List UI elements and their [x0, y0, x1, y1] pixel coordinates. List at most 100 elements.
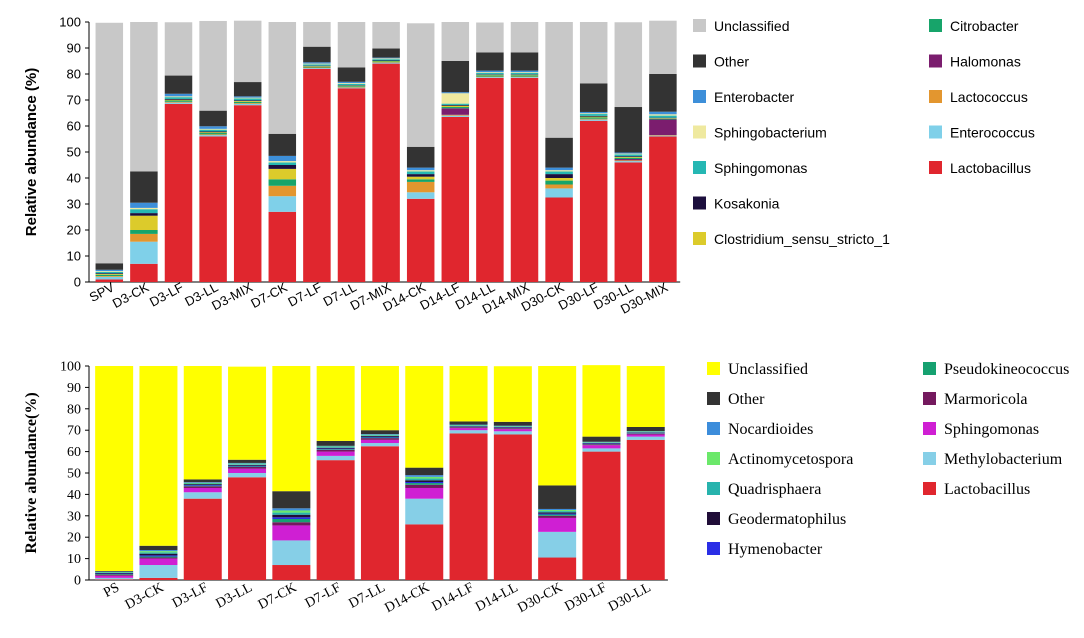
bar-segment-enterobacter — [199, 126, 227, 129]
legend-swatch — [929, 19, 942, 32]
bar-segment-enterococcus — [545, 188, 573, 198]
legend-swatch — [923, 452, 936, 465]
legend-item-sphingomonas: Sphingomonas — [923, 421, 1039, 438]
bar-segment-lactobacillus — [406, 198, 435, 282]
bar-stack-d7-ck — [272, 366, 311, 580]
bar-segment-enterobacter — [649, 111, 677, 115]
bar-segment-enterobacter — [372, 57, 400, 59]
x-tick-label: D30-LL — [606, 580, 654, 615]
bar-segment-clostridium-sensu-stricto-1 — [649, 118, 677, 119]
bar-segment-clostridium-sensu-stricto-1 — [164, 99, 193, 101]
bar-segment-lactobacillus — [95, 579, 134, 580]
x-tick-label: D30-LF — [556, 279, 601, 313]
bar-segment-actinomycetospora — [538, 510, 577, 512]
bar-stack-d14-ck — [405, 366, 444, 580]
bar-segment-citrobacter — [649, 118, 677, 120]
bar-segment-enterococcus — [579, 119, 608, 121]
bar-segment-kosakonia — [649, 117, 677, 119]
bar-segment-unclassified — [268, 22, 297, 134]
bar-segment-sphingomonas — [183, 487, 222, 493]
bar-segment-lactococcus — [614, 160, 643, 162]
legend: Unclassified Other Enterobacter Sphingobact… — [693, 18, 1035, 247]
bar-segment-sphingomonas — [582, 445, 621, 449]
legend-item-clostridium-sensu-stricto-1: Clostridium_sensu_stricto_1 — [693, 231, 890, 247]
bar-segment-kosakonia — [95, 273, 124, 274]
bar-segment-other — [303, 46, 331, 63]
legend-swatch — [693, 232, 706, 245]
bar-segment-geodermatophilus — [538, 512, 577, 514]
bar-segment-unclassified — [303, 22, 331, 47]
bar-segment-lactobacillus — [183, 498, 222, 580]
bar-segment-other — [545, 137, 573, 168]
y-axis-label: Relative abundance(%) — [23, 392, 40, 553]
legend-label: Halomonas — [950, 54, 1021, 70]
y-tick-label: 10 — [67, 552, 81, 567]
bar-segment-other — [510, 52, 539, 71]
bar-segment-unclassified — [449, 366, 488, 422]
legend-swatch — [707, 482, 720, 495]
bar-segment-geodermatophilus — [272, 514, 311, 518]
bar-segment-methylobacterium — [405, 498, 444, 525]
bar-segment-quadrisphaera — [405, 478, 444, 481]
x-tick-label: D30-LF — [562, 580, 609, 615]
x-tick-label: D14-CK — [382, 580, 432, 616]
legend-label: Unclassified — [728, 361, 808, 378]
bar-segment-methylobacterium — [538, 531, 577, 558]
legend-item-actinomycetospora: Actinomycetospora — [707, 451, 853, 468]
bar-segment-kosakonia — [199, 131, 227, 133]
bar-segment-enterobacter — [95, 269, 124, 272]
legend-swatch — [693, 125, 706, 139]
bar-segment-lactobacillus — [360, 446, 399, 580]
bar-segment-unclassified — [316, 366, 355, 441]
bar-segment-citrobacter — [372, 61, 400, 63]
bar-segment-enterococcus — [649, 135, 677, 137]
bar-segment-lactococcus — [199, 134, 227, 136]
bar-stack-d7-mix — [372, 22, 400, 282]
bar-stack-ps — [95, 366, 134, 580]
bar-segment-citrobacter — [614, 157, 643, 160]
bar-segment-enterococcus — [130, 241, 158, 264]
bar-segment-marmoricola — [405, 484, 444, 488]
y-tick-label: 80 — [67, 67, 81, 82]
bar-segment-kosakonia — [130, 213, 158, 216]
bar-segment-other — [449, 421, 488, 425]
bar-segment-other — [406, 146, 435, 168]
bar-segment-lactobacillus — [272, 565, 311, 580]
bar-segment-sphingomonas — [139, 558, 178, 566]
bar-segment-unclassified — [139, 366, 178, 546]
bar-stack-d14-mix — [510, 22, 539, 283]
bar-segment-citrobacter — [95, 274, 124, 277]
bar-segment-clostridium-sensu-stricto-1 — [579, 116, 608, 118]
bar-segment-lactococcus — [545, 184, 573, 189]
legend-item-sphingobacterium: Sphingobacterium — [693, 125, 827, 141]
legend-item-unclassified: Unclassified — [707, 361, 808, 378]
bar-stack-d3-lf — [183, 366, 222, 580]
legend-label: Marmoricola — [944, 391, 1028, 408]
legend-label: Unclassified — [714, 18, 789, 34]
bar-stack-d14-ck — [406, 23, 435, 282]
bar-segment-methylobacterium — [139, 565, 178, 578]
bar-segment-methylobacterium — [228, 473, 267, 478]
bar-segment-lactococcus — [372, 62, 400, 63]
bar-segment-methylobacterium — [272, 540, 311, 566]
bar-segment-citrobacter — [303, 66, 331, 68]
bar-segment-actinomycetospora — [360, 434, 399, 436]
legend-item-methylobacterium: Methylobacterium — [923, 451, 1063, 468]
bar-segment-clostridium-sensu-stricto-1 — [372, 61, 400, 62]
legend-swatch — [707, 422, 720, 435]
x-tick-label: D7-CK — [256, 580, 299, 613]
bar-segment-marmoricola — [449, 427, 488, 429]
bar-segment-lactococcus — [268, 185, 297, 197]
legend-label: Other — [728, 391, 765, 408]
bar-segment-kosakonia — [406, 174, 435, 177]
bar-segment-nocardioides — [228, 462, 267, 464]
bar-segment-sphingomonas — [476, 72, 504, 75]
y-axis-label: Relative abundance (%) — [23, 68, 40, 236]
legend-item-lactobacillus: Lactobacillus — [929, 160, 1031, 176]
bar-stack-spv — [95, 22, 124, 282]
legend-swatch — [923, 482, 936, 495]
bar-segment-methylobacterium — [316, 455, 355, 461]
bar-segment-citrobacter — [268, 179, 297, 186]
bar-segment-quadrisphaera — [272, 512, 311, 515]
x-tick-label: D30-CK — [515, 580, 565, 616]
